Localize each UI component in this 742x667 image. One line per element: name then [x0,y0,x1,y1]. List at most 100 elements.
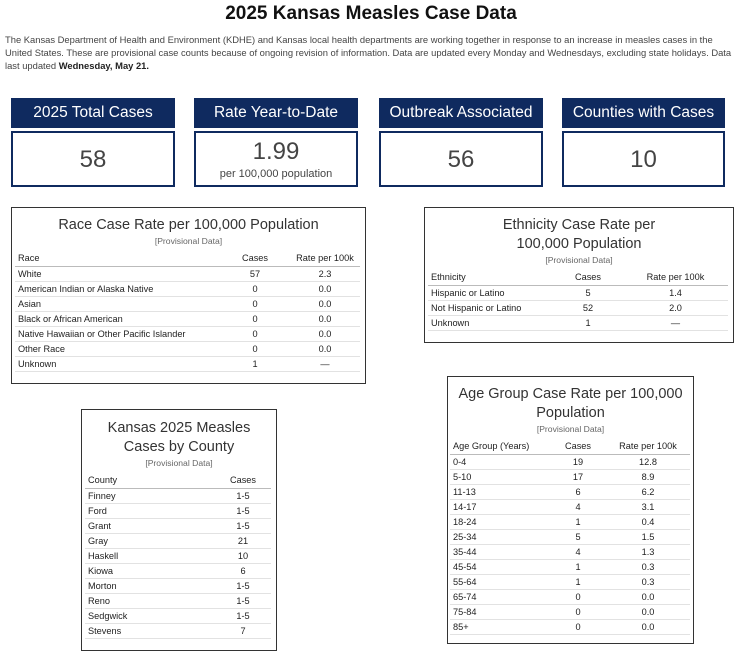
county-table-row: Morton 1-5 [85,578,271,594]
county-table-row: Reno 1-5 [85,593,271,609]
race-table-row: Unknown 1— [15,356,360,372]
race-col-cases: Cases [220,251,290,267]
ethnicity-table-header: Ethnicity Cases Rate per 100k [428,270,728,286]
age-table-cell: 1 [550,514,606,530]
race-table-cell: American Indian or Alaska Native [15,281,220,297]
county-table-row: Sedgwick 1-5 [85,608,271,624]
age-table-cell: 0-4 [450,454,550,470]
age-table: Age Group (Years) Cases Rate per 100k 0-… [450,439,690,635]
age-panel: Age Group Case Rate per 100,000 Populati… [447,376,694,644]
ethnicity-table-cell: Hispanic or Latino [428,285,553,301]
age-table-row: 35-44 4 1.3 [450,544,690,560]
age-panel-subtitle: [Provisional Data] [536,424,605,434]
race-table-cell: 57 [220,266,290,282]
race-table: Race Cases Rate per 100k White 57 2.3 Ameri… [15,251,360,372]
ethnicity-table-cell: 52 [553,300,623,316]
age-table-cell: 0.3 [606,574,690,590]
race-table-cell: Black or African American [15,311,220,327]
ethnicity-col-cases: Cases [553,270,623,286]
ethnicity-panel-title-line1: Ethnicity Case Rate per [502,217,656,233]
age-table-cell: 55-64 [450,574,550,590]
age-table-cell: 8.9 [606,469,690,485]
race-table-cell: 0 [220,326,290,342]
age-col-group: Age Group (Years) [450,439,550,455]
age-table-cell: 0.0 [606,589,690,605]
race-table-row: Native Hawaiian or Other Pacific Islande… [15,326,360,342]
age-table-cell: 0.3 [606,559,690,575]
age-table-cell: 0.0 [606,604,690,620]
race-col-race: Race [15,251,220,267]
race-table-cell: Native Hawaiian or Other Pacific Islande… [15,326,220,342]
county-table-row: Ford 1-5 [85,503,271,519]
ethnicity-table-cell: 1 [553,315,623,331]
age-table-row: 65-74 0 0.0 [450,589,690,605]
age-table-cell: 6.2 [606,484,690,500]
intro-text: The Kansas Department of Health and Envi… [5,33,737,72]
age-table-cell: 65-74 [450,589,550,605]
county-table-cell: 1-5 [215,503,271,519]
kpi-total-cases-card: 58 [11,131,175,187]
county-table-row: Finney 1-5 [85,488,271,504]
age-table-cell: 5 [550,529,606,545]
county-table-cell: Stevens [85,623,215,639]
county-table-row: Haskell 10 [85,548,271,564]
race-table-cell: 0 [220,281,290,297]
age-table-row: 14-17 4 3.1 [450,499,690,515]
county-panel-subtitle: [Provisional Data] [145,458,213,468]
age-table-cell: 12.8 [606,454,690,470]
race-table-row: American Indian or Alaska Native 0 0.0 [15,281,360,297]
county-table-cell: Kiowa [85,563,215,579]
age-table-cell: 0 [550,619,606,635]
age-table-cell: 1 [550,574,606,590]
race-table-cell: — [290,356,360,372]
race-table-cell: 0.0 [290,311,360,327]
kpi-rate-label: Rate Year-to-Date [194,98,358,128]
age-table-cell: 17 [550,469,606,485]
kpi-outbreak-card: 56 [379,131,543,187]
county-table-cell: Sedgwick [85,608,215,624]
ethnicity-table: Ethnicity Cases Rate per 100k Hispanic o… [428,270,728,331]
age-table-header: Age Group (Years) Cases Rate per 100k [450,439,690,455]
age-table-cell: 45-54 [450,559,550,575]
county-table-row: Grant 1-5 [85,518,271,534]
race-panel: Race Case Rate per 100,000 Population [P… [11,207,366,384]
county-table-cell: 21 [215,533,271,549]
age-table-cell: 85+ [450,619,550,635]
race-table-cell: 1 [220,356,290,372]
age-table-cell: 11-13 [450,484,550,500]
county-table-cell: 7 [215,623,271,639]
county-table-cell: Reno [85,593,215,609]
county-table-row: Gray 21 [85,533,271,549]
county-table-row: Stevens 7 [85,623,271,639]
ethnicity-table-cell: 2.0 [623,300,728,316]
county-col-cases: Cases [215,473,271,489]
race-panel-subtitle: [Provisional Data] [154,236,223,246]
kpi-outbreak-value: 56 [447,146,475,173]
county-table-cell: Finney [85,488,215,504]
race-table-cell: White [15,266,220,282]
race-table-cell: 0 [220,341,290,357]
age-table-cell: 4 [550,499,606,515]
race-table-cell: 0.0 [290,326,360,342]
county-table-cell: 1-5 [215,578,271,594]
race-table-header: Race Cases Rate per 100k [15,251,360,267]
kpi-rate-value: 1.99 [252,138,300,165]
county-table-cell: 1-5 [215,608,271,624]
county-table-cell: 1-5 [215,593,271,609]
age-table-cell: 19 [550,454,606,470]
age-table-cell: 0 [550,604,606,620]
county-table-cell: Ford [85,503,215,519]
county-panel-title-line1: Kansas 2025 Measles [107,420,251,436]
county-table-cell: Morton [85,578,215,594]
county-table-cell: Gray [85,533,215,549]
age-table-cell: 25-34 [450,529,550,545]
county-table-cell: 10 [215,548,271,564]
county-panel-title-line2: Cases by County [123,439,235,455]
age-table-cell: 18-24 [450,514,550,530]
age-table-cell: 1.5 [606,529,690,545]
age-table-cell: 3.1 [606,499,690,515]
county-table-row: Kiowa 6 [85,563,271,579]
race-table-row: Black or African American 0 0.0 [15,311,360,327]
ethnicity-col-rate: Rate per 100k [623,270,728,286]
race-table-cell: 0.0 [290,341,360,357]
